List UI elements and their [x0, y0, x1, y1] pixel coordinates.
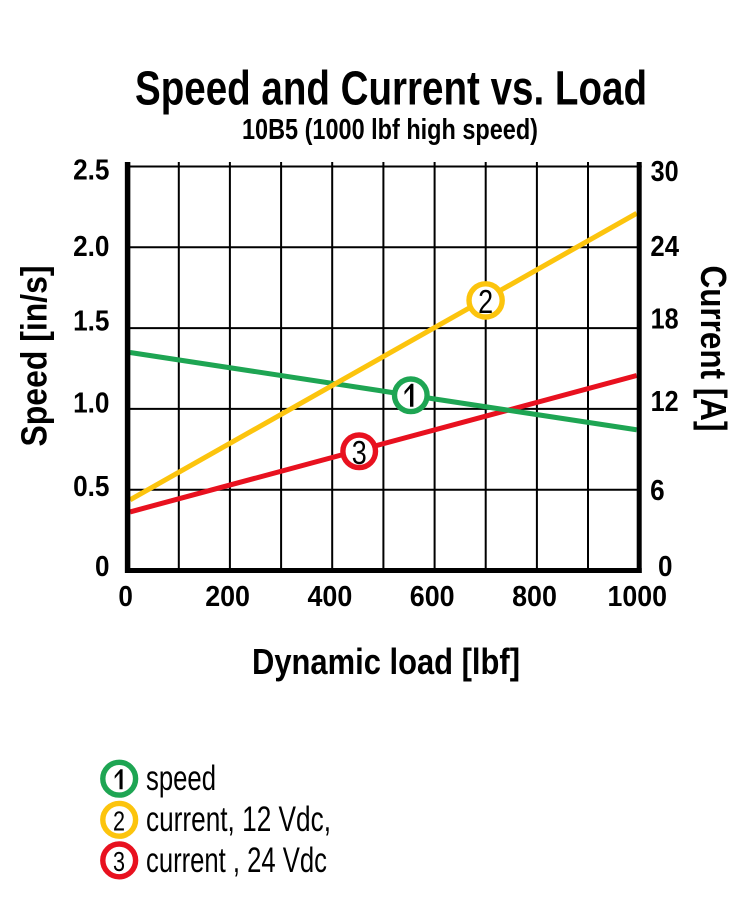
svg-text:18: 18 — [651, 304, 679, 336]
svg-text:6: 6 — [650, 475, 665, 507]
svg-text:800: 800 — [512, 581, 557, 613]
svg-text:1.0: 1.0 — [73, 388, 109, 420]
svg-text:1000: 1000 — [608, 581, 668, 613]
svg-text:12: 12 — [651, 386, 679, 418]
svg-text:2.5: 2.5 — [73, 155, 109, 187]
svg-text:24: 24 — [650, 231, 679, 263]
svg-text:2: 2 — [113, 805, 125, 836]
svg-text:10B5 (1000 lbf high speed): 10B5 (1000 lbf high speed) — [242, 114, 538, 146]
svg-text:Dynamic load [lbf]: Dynamic load [lbf] — [252, 641, 520, 682]
svg-text:0: 0 — [658, 551, 673, 583]
svg-text:1.5: 1.5 — [73, 305, 109, 337]
svg-text:3: 3 — [113, 846, 125, 877]
svg-text:400: 400 — [308, 581, 353, 613]
svg-text:0.5: 0.5 — [73, 471, 109, 503]
svg-text:speed: speed — [146, 759, 216, 798]
svg-text:current , 24 Vdc: current , 24 Vdc — [146, 841, 327, 880]
svg-text:Current [A]: Current [A] — [693, 266, 734, 432]
svg-text:3: 3 — [352, 434, 367, 471]
svg-text:0: 0 — [95, 551, 110, 583]
svg-text:200: 200 — [205, 581, 250, 613]
svg-text:Speed and Current vs. Load: Speed and Current vs. Load — [135, 63, 647, 116]
svg-text:600: 600 — [410, 581, 455, 613]
svg-text:Speed [in/s]: Speed [in/s] — [14, 266, 55, 447]
svg-text:2.0: 2.0 — [73, 231, 109, 263]
svg-text:current, 12 Vdc,: current, 12 Vdc, — [146, 800, 331, 839]
svg-text:30: 30 — [651, 156, 679, 188]
svg-text:0: 0 — [118, 581, 133, 613]
svg-text:2: 2 — [478, 283, 493, 320]
